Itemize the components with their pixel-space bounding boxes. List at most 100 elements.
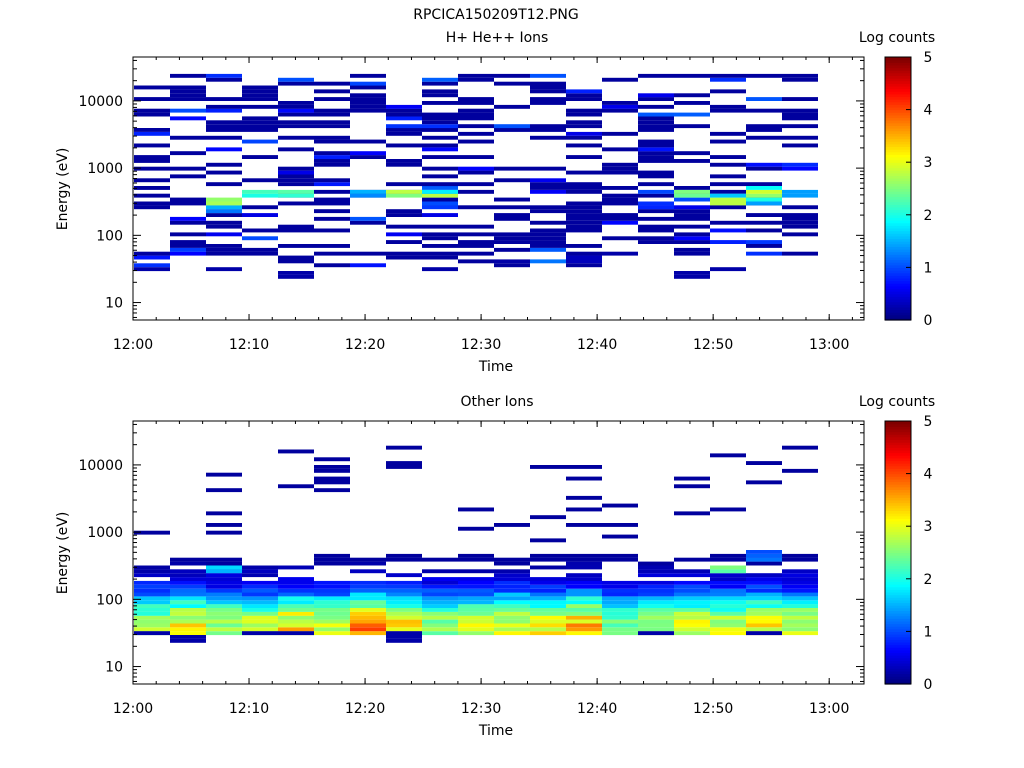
heatmap-cell	[674, 592, 710, 597]
heatmap-cell	[350, 588, 386, 593]
colorbar-segment	[885, 434, 911, 438]
colorbar-segment	[885, 312, 911, 316]
heatmap-cell	[206, 596, 242, 601]
panel2-heatmap	[134, 445, 818, 643]
heatmap-cell	[134, 263, 170, 268]
colorbar-segment	[885, 280, 911, 284]
colorbar-segment	[885, 209, 911, 213]
heatmap-cell	[206, 182, 242, 187]
colorbar-segment	[885, 254, 911, 258]
colorbar-segment	[885, 570, 911, 575]
heatmap-cell	[674, 274, 710, 279]
heatmap-cell	[206, 251, 242, 256]
colorbar-segment	[885, 581, 911, 585]
heatmap-cell	[170, 97, 206, 101]
colorbar-segment	[885, 670, 911, 675]
colorbar-segment	[885, 539, 911, 543]
colorbar-segment	[885, 70, 911, 74]
colorbar-segment	[885, 652, 911, 656]
heatmap-cell	[602, 236, 638, 241]
heatmap-cell	[386, 600, 422, 605]
heatmap-cell	[422, 112, 458, 117]
heatmap-cell	[206, 619, 242, 624]
heatmap-cell	[602, 611, 638, 616]
colorbar-segment	[885, 175, 911, 179]
heatmap-cell	[170, 604, 206, 608]
heatmap-cell	[494, 557, 530, 562]
colorbar-segment	[885, 296, 911, 300]
heatmap-cell	[386, 108, 422, 113]
heatmap-cell	[134, 193, 170, 198]
heatmap-cell	[422, 255, 458, 260]
heatmap-cell	[278, 627, 314, 632]
heatmap-cell	[494, 596, 530, 601]
heatmap-cell	[566, 592, 602, 597]
heatmap-cell	[314, 600, 350, 605]
heatmap-cell	[458, 170, 494, 175]
colorbar-segment	[885, 120, 911, 124]
heatmap-cell	[494, 631, 530, 636]
heatmap-cell	[206, 97, 242, 101]
colorbar-segment	[885, 59, 911, 63]
heatmap-cell	[638, 584, 674, 589]
heatmap-cell	[170, 600, 206, 605]
heatmap-cell	[638, 201, 674, 206]
heatmap-cell	[782, 596, 818, 601]
heatmap-cell	[314, 592, 350, 597]
colorbar-segment	[885, 146, 911, 150]
heatmap-cell	[314, 553, 350, 558]
heatmap-cell	[170, 73, 206, 78]
heatmap-cell	[746, 240, 782, 244]
colorbar-segment	[885, 241, 911, 245]
colorbar-segment	[885, 133, 911, 137]
heatmap-cell	[710, 627, 746, 632]
colorbar-segment	[885, 531, 911, 535]
colorbar-segment	[885, 447, 911, 451]
heatmap-cell	[782, 445, 818, 450]
heatmap-cell	[170, 569, 206, 574]
heatmap-cell	[458, 131, 494, 136]
heatmap-cell	[350, 557, 386, 562]
heatmap-cell	[242, 596, 278, 601]
heatmap-cell	[458, 623, 494, 628]
heatmap-cell	[674, 580, 710, 585]
colorbar-segment	[885, 156, 911, 161]
heatmap-cell	[170, 596, 206, 601]
heatmap-cell	[206, 600, 242, 605]
heatmap-cell	[566, 495, 602, 500]
heatmap-cell	[782, 623, 818, 628]
colorbar-segment	[885, 183, 911, 187]
heatmap-cell	[458, 240, 494, 244]
panel1-colorbar-label: Log counts	[859, 30, 935, 46]
heatmap-cell	[458, 592, 494, 597]
heatmap-cell	[134, 201, 170, 206]
heatmap-cell	[134, 611, 170, 616]
heatmap-cell	[494, 600, 530, 605]
heatmap-cell	[278, 615, 314, 620]
heatmap-cell	[782, 232, 818, 237]
heatmap-cell	[386, 623, 422, 628]
heatmap-cell	[458, 224, 494, 229]
heatmap-cell	[206, 197, 242, 202]
heatmap-cell	[278, 565, 314, 570]
heatmap-cell	[566, 186, 602, 190]
heatmap-cell	[710, 197, 746, 202]
heatmap-cell	[314, 588, 350, 593]
colorbar-segment	[885, 560, 911, 564]
colorbar-segment	[885, 57, 911, 61]
heatmap-cell	[566, 604, 602, 608]
heatmap-cell	[746, 550, 782, 554]
heatmap-cell	[206, 565, 242, 570]
heatmap-cell	[134, 131, 170, 136]
heatmap-cell	[746, 461, 782, 465]
y-tick-label: 1000	[87, 161, 123, 177]
heatmap-cell	[278, 104, 314, 109]
heatmap-cell	[710, 240, 746, 244]
colorbar-segment	[885, 421, 911, 425]
colorbar-segment	[885, 460, 911, 464]
heatmap-cell	[566, 155, 602, 159]
heatmap-cell	[422, 186, 458, 190]
heatmap-cell	[242, 580, 278, 585]
heatmap-cell	[638, 623, 674, 628]
